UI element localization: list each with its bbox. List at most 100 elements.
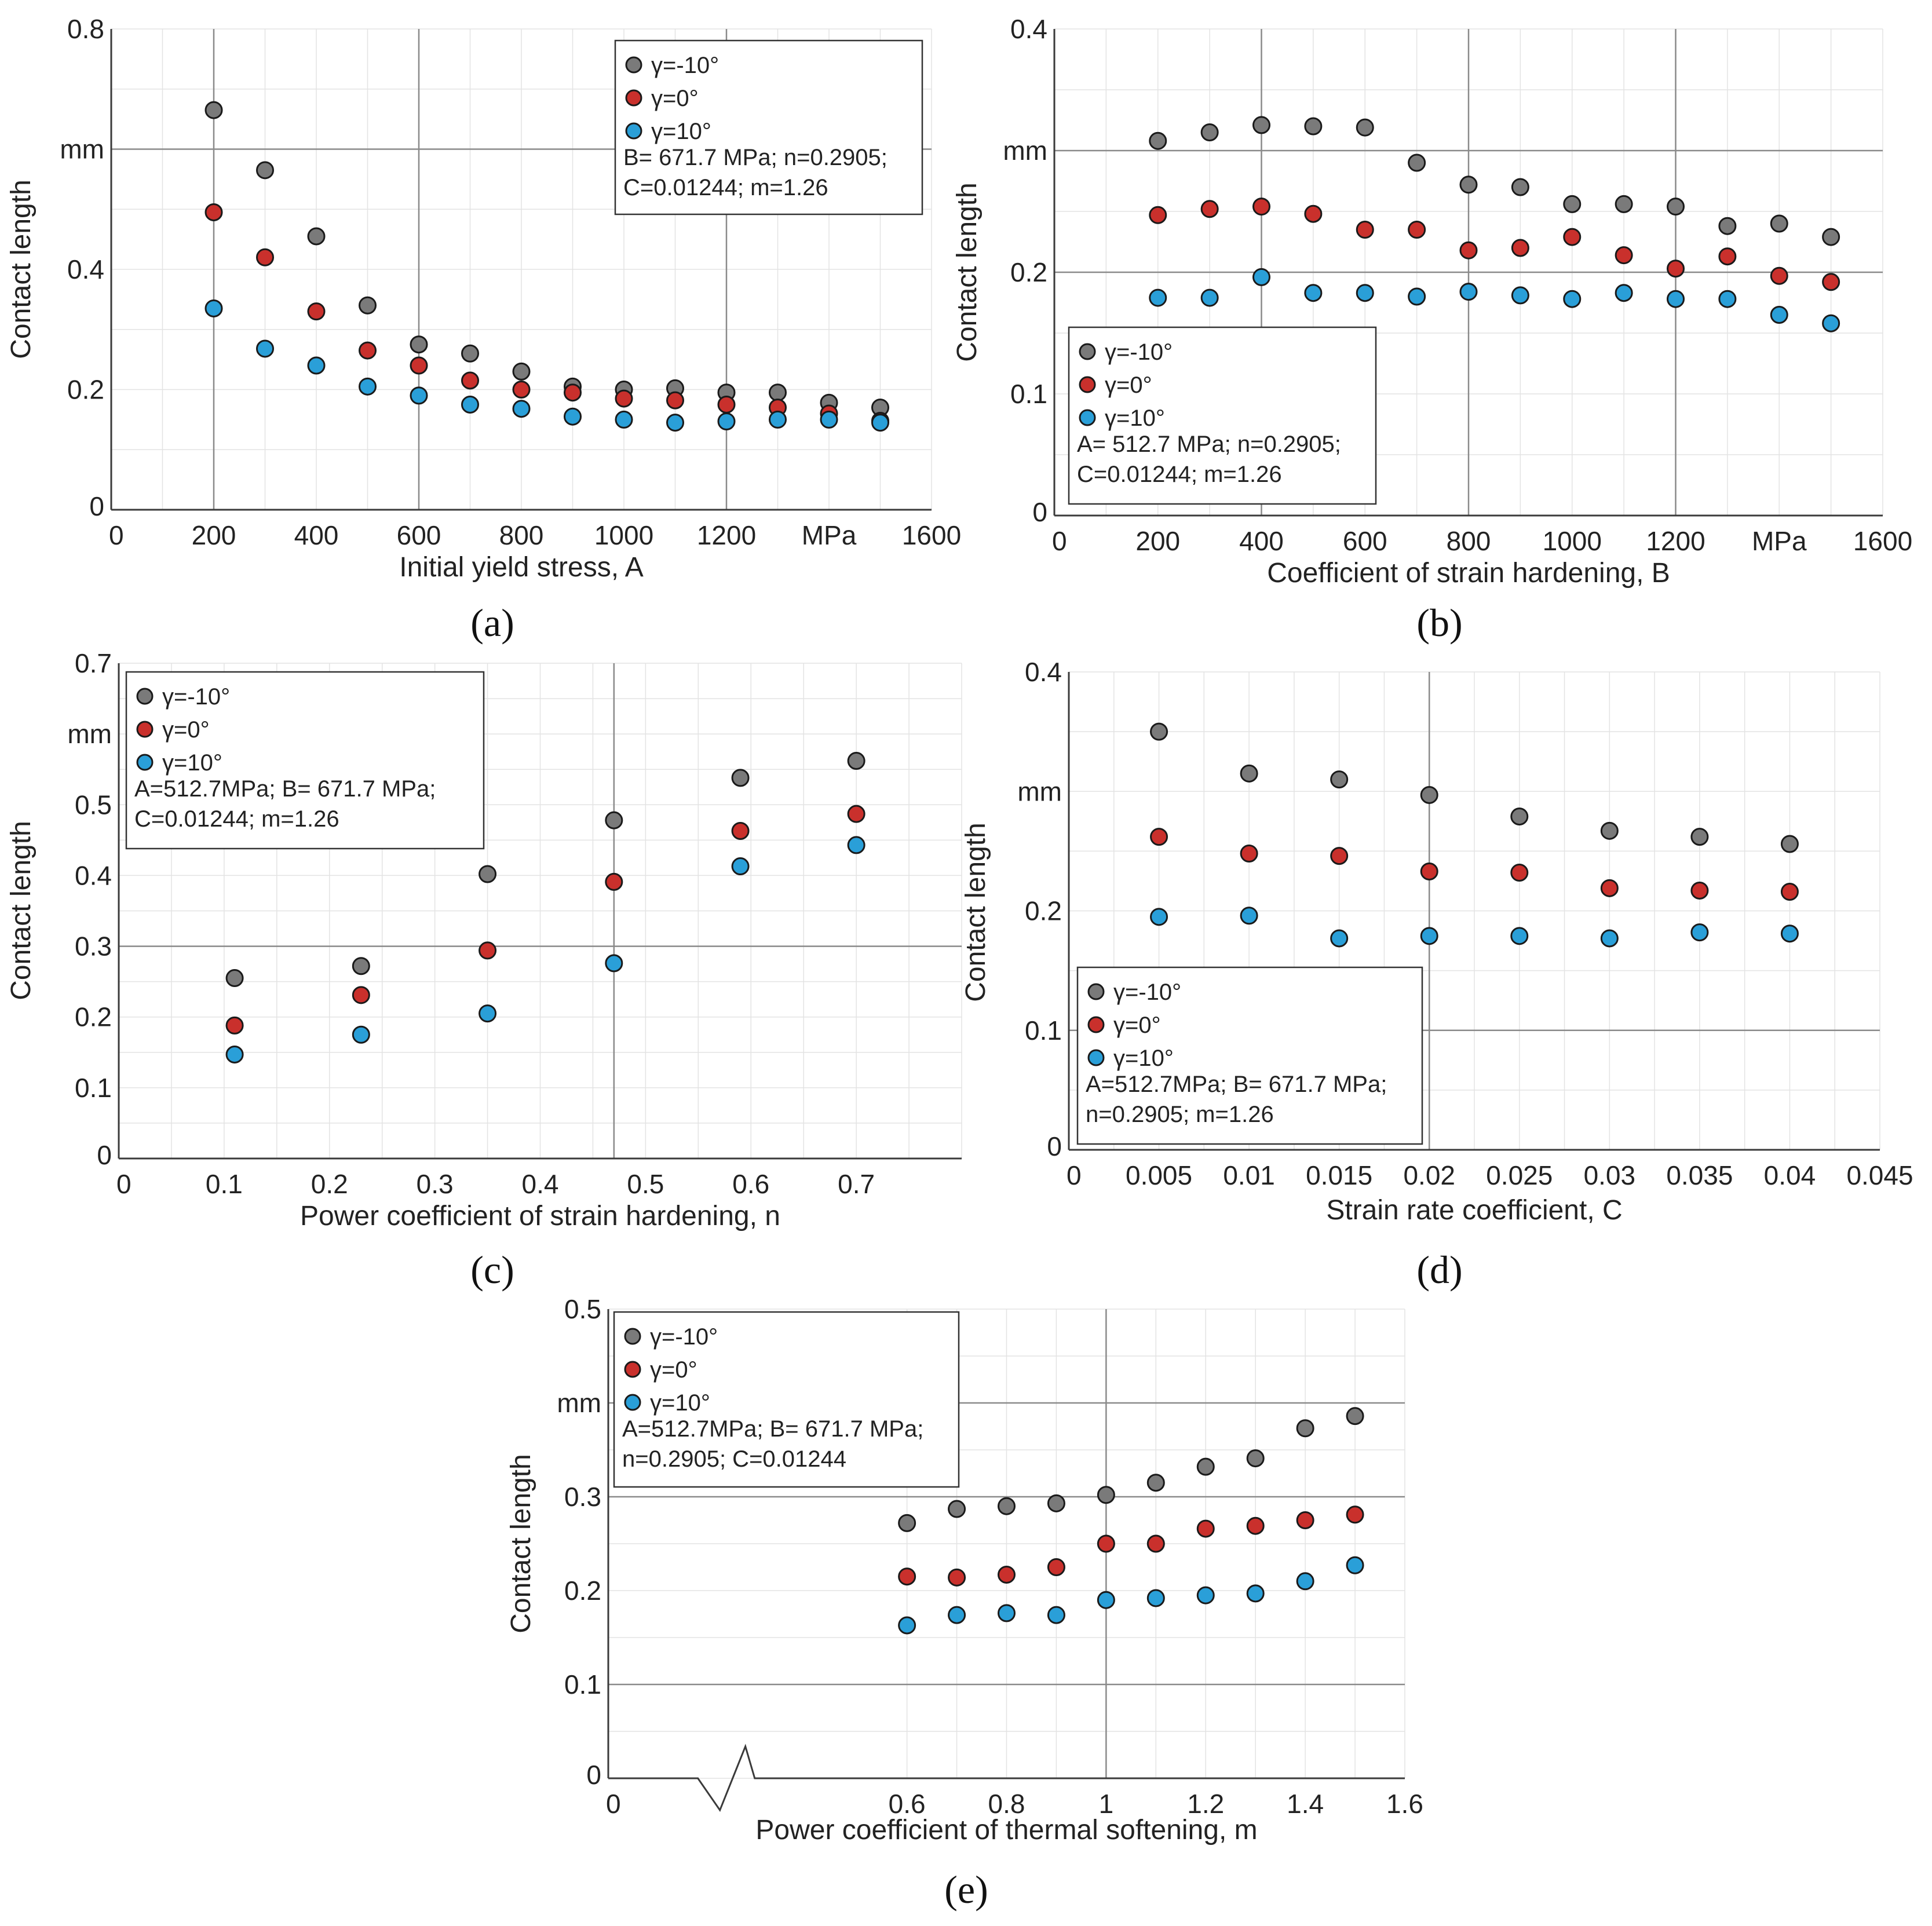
x-tick-label: 0.03 xyxy=(1584,1160,1636,1190)
data-point-gamma-0 xyxy=(1718,247,1737,266)
legend: γ=-10° γ=0° γ=10°A=512.7MPa; B= 671.7 MPa;… xyxy=(613,1311,960,1488)
data-point-gamma-minus10 xyxy=(1780,835,1799,853)
x-tick-label: 1.4 xyxy=(1287,1789,1324,1819)
data-point-gamma-0 xyxy=(948,1568,966,1587)
legend-box xyxy=(1068,326,1377,505)
data-point-gamma-minus10 xyxy=(1770,214,1788,233)
x-tick-label: 1000 xyxy=(594,520,653,550)
legend-parameters: n=0.2905; m=1.26 xyxy=(1086,1102,1274,1127)
data-point-gamma-minus10 xyxy=(731,769,750,787)
x-tick-label: 200 xyxy=(192,520,236,550)
legend-marker-gamma-10 xyxy=(136,754,154,771)
data-point-gamma-0 xyxy=(717,395,736,414)
y-tick-label: 0.1 xyxy=(564,1669,601,1700)
data-point-gamma-minus10 xyxy=(1296,1419,1314,1438)
data-point-gamma-0 xyxy=(615,389,633,408)
data-point-gamma-0 xyxy=(605,872,623,891)
y-axis-title: Contact length xyxy=(960,823,991,1002)
data-point-gamma-0 xyxy=(898,1567,916,1586)
data-point-gamma-0 xyxy=(479,941,497,960)
data-point-gamma-minus10 xyxy=(605,811,623,829)
x-tick-label: 0 xyxy=(1052,526,1067,556)
x-tick-label: 0.01 xyxy=(1223,1160,1275,1190)
y-tick-label: 0.5 xyxy=(564,1294,601,1324)
x-tick-label: 200 xyxy=(1135,526,1180,556)
data-point-gamma-minus10 xyxy=(1304,117,1323,136)
x-tick-label: 0.1 xyxy=(206,1169,243,1199)
y-tick-label: 0 xyxy=(89,491,104,521)
x-tick-label: 0.035 xyxy=(1666,1160,1733,1190)
y-tick-label: 0 xyxy=(1047,1131,1062,1161)
data-point-gamma-10 xyxy=(998,1604,1016,1622)
data-point-gamma-0 xyxy=(352,986,370,1004)
data-point-gamma-minus10 xyxy=(1047,1494,1065,1512)
y-tick-label: 0.7 xyxy=(75,648,112,678)
legend-marker-gamma-10 xyxy=(1079,409,1096,426)
x-tick-label: 1 xyxy=(1099,1789,1114,1819)
data-point-gamma-0 xyxy=(1246,1516,1265,1535)
data-point-gamma-10 xyxy=(1563,290,1582,308)
data-point-gamma-minus10 xyxy=(1667,198,1685,216)
data-point-gamma-10 xyxy=(1196,1586,1215,1605)
data-point-gamma-0 xyxy=(998,1565,1016,1584)
x-tick-label: 0 xyxy=(1067,1160,1082,1190)
panel-label: (b) xyxy=(1416,601,1462,645)
legend-parameters: C=0.01244; m=1.26 xyxy=(623,175,828,200)
legend: γ=-10° γ=0° γ=10°A= 512.7 MPa; n=0.2905; C=… xyxy=(1068,326,1377,505)
series-gamma-0 xyxy=(1149,198,1840,291)
series-gamma-0 xyxy=(225,805,865,1035)
data-point-gamma-minus10 xyxy=(1510,807,1529,826)
x-tick-label: 0.2 xyxy=(311,1169,348,1199)
series-gamma-10 xyxy=(898,1556,1364,1635)
data-point-gamma-0 xyxy=(1047,1558,1065,1576)
data-point-gamma-10 xyxy=(1600,929,1619,948)
data-point-gamma-10 xyxy=(615,410,633,429)
data-point-gamma-0 xyxy=(204,203,223,221)
panel-label: (e) xyxy=(944,1867,988,1912)
data-point-gamma-10 xyxy=(352,1025,370,1044)
y-tick-label: 0.4 xyxy=(67,254,104,284)
data-point-gamma-minus10 xyxy=(359,296,377,315)
data-point-gamma-10 xyxy=(1200,288,1219,307)
x-tick-label: 1200 xyxy=(697,520,756,550)
legend-box xyxy=(125,671,485,850)
legend-box xyxy=(614,39,923,215)
data-point-gamma-0 xyxy=(1097,1534,1115,1553)
x-tick-label: 0.6 xyxy=(732,1169,769,1199)
data-point-gamma-10 xyxy=(1408,287,1426,306)
y-tick-label: 0.3 xyxy=(75,931,112,962)
panel-label: (d) xyxy=(1416,1248,1462,1292)
data-point-gamma-minus10 xyxy=(479,865,497,883)
legend-label-gamma-minus10: γ=-10° xyxy=(1113,980,1181,1005)
legend-marker-gamma-0 xyxy=(1087,1016,1105,1033)
data-point-gamma-10 xyxy=(1511,286,1529,305)
data-point-gamma-0 xyxy=(1252,198,1270,216)
x-tick-label: 600 xyxy=(1343,526,1387,556)
data-point-gamma-minus10 xyxy=(1346,1407,1364,1426)
legend-parameters: A= 512.7 MPa; n=0.2905; xyxy=(1077,432,1341,457)
data-point-gamma-minus10 xyxy=(1615,195,1633,213)
series-gamma-minus10 xyxy=(225,752,865,988)
legend-label-gamma-10: γ=10° xyxy=(650,1390,710,1416)
data-point-gamma-0 xyxy=(1770,266,1788,285)
x-tick-label: 800 xyxy=(1447,526,1491,556)
y-tick-label: 0.2 xyxy=(75,1002,112,1032)
data-point-gamma-0 xyxy=(1511,239,1529,257)
data-point-gamma-10 xyxy=(1240,907,1258,925)
legend-label-gamma-0: γ=0° xyxy=(651,86,699,111)
legend-parameters: B= 671.7 MPa; n=0.2905; xyxy=(623,145,888,170)
x-axis-with-break xyxy=(608,1744,1405,1812)
data-point-gamma-0 xyxy=(1149,206,1167,224)
data-point-gamma-0 xyxy=(1822,273,1840,291)
x-tick-label: MPa xyxy=(802,520,857,550)
x-axis-title: Initial yield stress, A xyxy=(399,552,644,583)
x-tick-label: 800 xyxy=(499,520,544,550)
data-point-gamma-10 xyxy=(717,412,736,430)
data-point-gamma-0 xyxy=(1346,1505,1364,1524)
data-point-gamma-minus10 xyxy=(998,1497,1016,1515)
data-point-gamma-10 xyxy=(1615,284,1633,302)
data-point-gamma-10 xyxy=(666,414,684,432)
y-tick-label: mm xyxy=(1017,776,1062,806)
data-point-gamma-0 xyxy=(1330,847,1349,865)
y-axis-title: Contact length xyxy=(952,182,983,362)
